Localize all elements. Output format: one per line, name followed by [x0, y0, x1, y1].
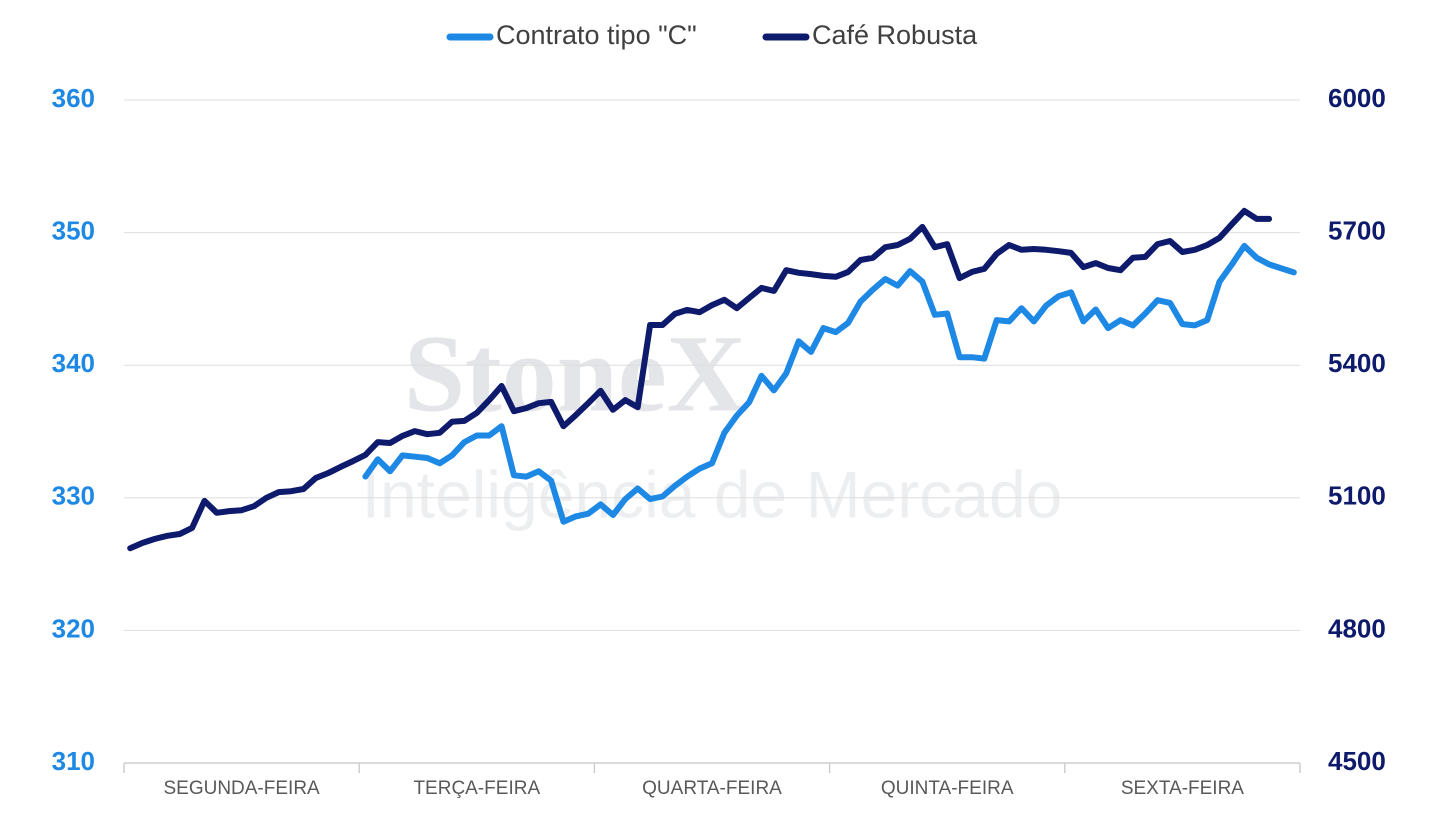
y-tick-label: 330: [52, 481, 95, 511]
legend-label: Café Robusta: [812, 20, 978, 50]
y-tick-label: 340: [52, 348, 95, 378]
y2-tick-label: 5700: [1328, 215, 1386, 245]
x-tick-label: QUARTA-FEIRA: [642, 778, 782, 799]
series-line: [127, 207, 1273, 552]
x-tick-label: QUINTA-FEIRA: [881, 778, 1014, 799]
x-tick-label: TERÇA-FEIRA: [413, 778, 540, 799]
x-tick-label: SEXTA-FEIRA: [1121, 778, 1244, 799]
y-tick-label: 350: [52, 215, 95, 245]
legend-label: Contrato tipo "C": [496, 20, 697, 50]
y-tick-label: 310: [52, 746, 95, 776]
y2-tick-label: 5400: [1328, 348, 1386, 378]
y-tick-label: 360: [52, 83, 95, 113]
y2-tick-label: 4500: [1328, 746, 1386, 776]
x-tick-label: SEGUNDA-FEIRA: [163, 778, 320, 799]
y2-tick-label: 6000: [1328, 83, 1386, 113]
y-tick-label: 320: [52, 613, 95, 643]
watermark-tagline: Inteligência de Mercado: [362, 457, 1063, 531]
y2-tick-label: 5100: [1328, 481, 1386, 511]
series-line: [362, 242, 1297, 525]
y2-tick-label: 4800: [1328, 613, 1386, 643]
